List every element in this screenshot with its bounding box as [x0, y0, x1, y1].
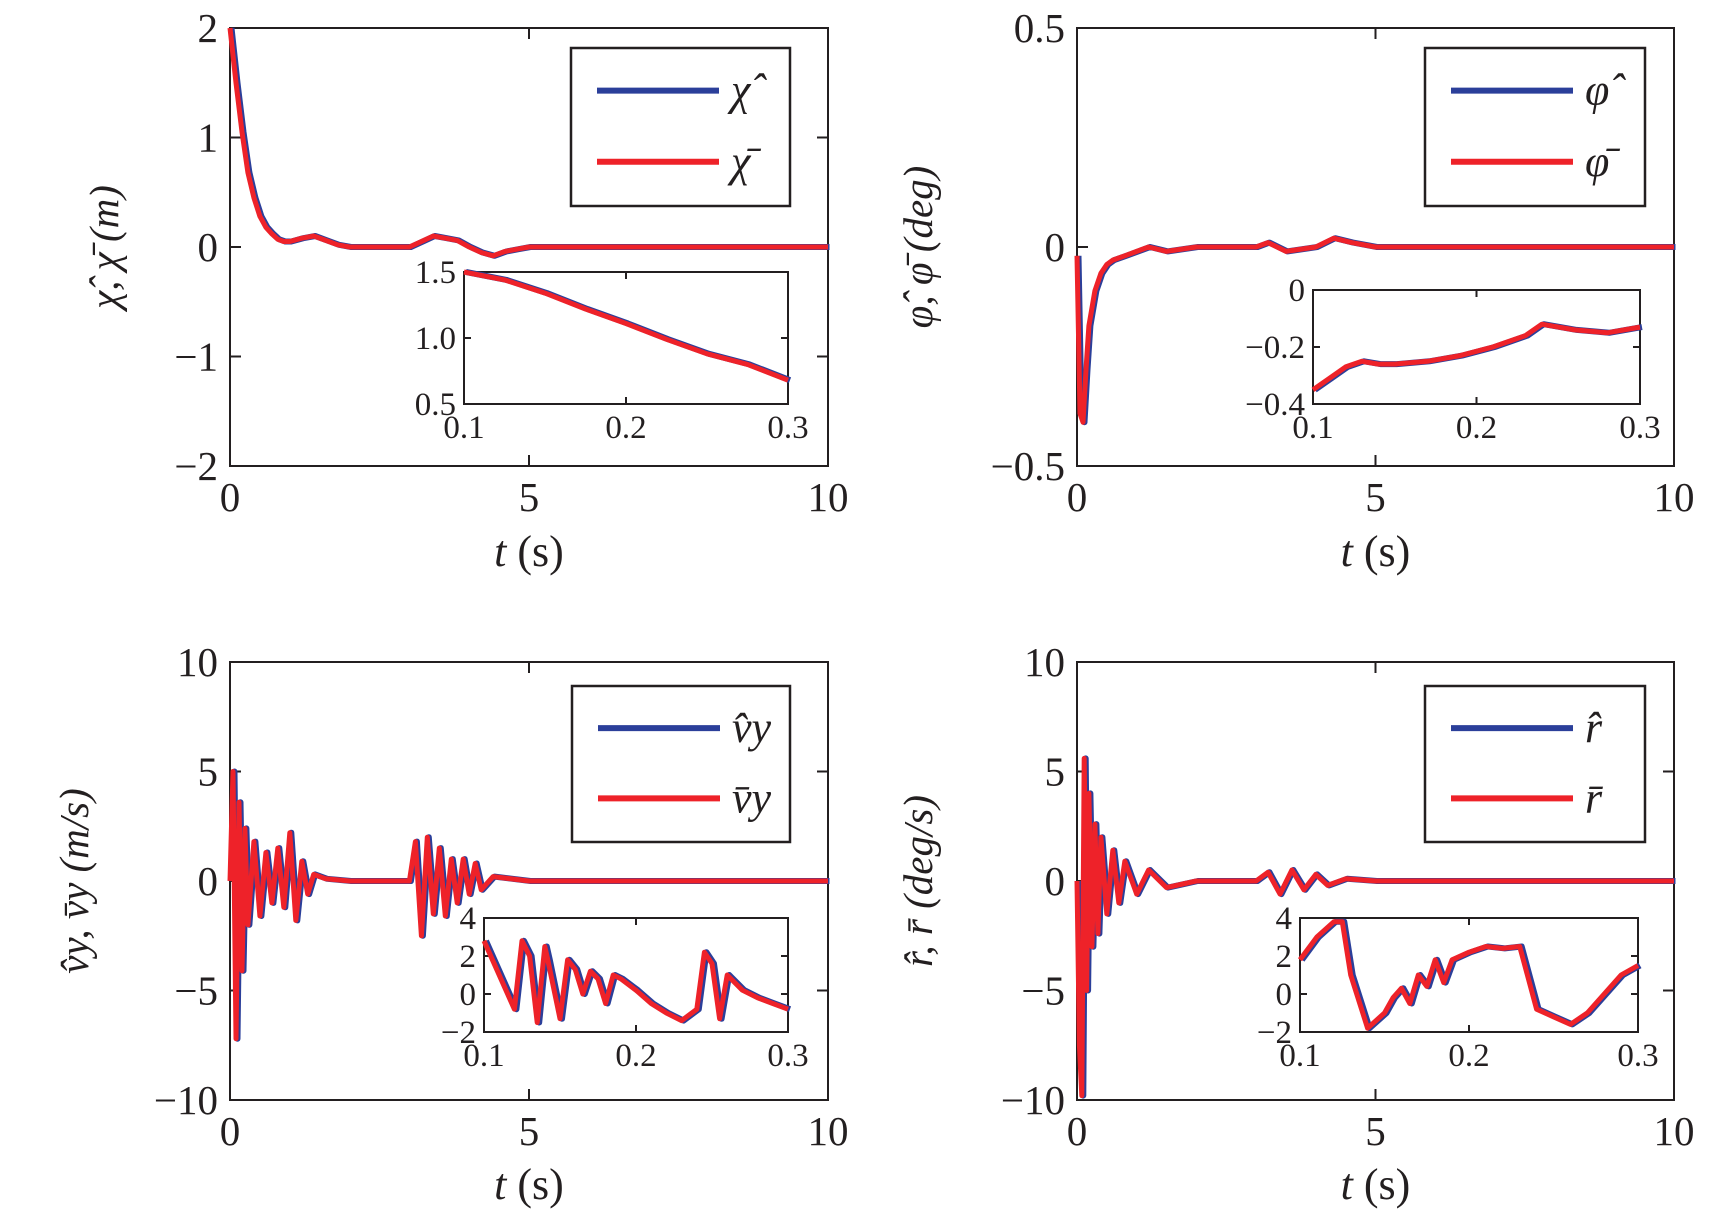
inset-y-tick-label: −2 [1257, 1015, 1292, 1051]
y-axis-label: v̂y, v̄y (m/s) [51, 788, 97, 974]
x-axis-unit: (s) [1353, 527, 1410, 576]
x-axis-unit: (s) [506, 1160, 563, 1209]
inset-x-tick-label: 0.2 [1456, 410, 1497, 446]
inset-y-tick-label: 1.5 [415, 255, 456, 291]
x-axis-unit: (s) [1353, 1160, 1410, 1209]
x-tick-label: 0 [1067, 474, 1088, 520]
inset-line-reference [481, 938, 789, 1025]
inset-y-tick-label: 0 [460, 977, 477, 1013]
y-tick-label: 10 [177, 639, 218, 685]
x-tick-label: 10 [1654, 1108, 1695, 1154]
y-tick-label: −2 [174, 443, 218, 489]
inset-x-tick-label: 0.1 [463, 1038, 504, 1074]
inset-x-tick-label: 0.1 [443, 410, 484, 446]
x-tick-label: 5 [519, 1108, 540, 1154]
inset-y-tick-label: −0.2 [1245, 330, 1305, 366]
panel-phi: 0 5 10−0.500.5φ̂φ̄0.1 0.2 0.3−0.4−0.20t (s)φ… [895, 5, 1695, 576]
x-axis-label: t (s) [494, 1160, 564, 1209]
inset-line-reference [1297, 919, 1640, 1031]
legend-box [1423, 46, 1647, 208]
inset-y-tick-label: 0 [1276, 977, 1293, 1013]
x-axis-var: t [494, 527, 508, 576]
inset-frame [1312, 289, 1641, 405]
series-line-reference [227, 769, 828, 1042]
inset-frame [463, 271, 789, 405]
inset-y-tick-label: −0.4 [1245, 387, 1305, 423]
y-tick-label: −10 [154, 1077, 218, 1123]
y-tick-label: 2 [198, 5, 219, 51]
x-tick-label: 10 [808, 1108, 849, 1154]
inset-x-tick-label: 0.2 [1448, 1038, 1489, 1074]
x-tick-label: 10 [808, 474, 849, 520]
x-axis-var: t [494, 1160, 508, 1209]
legend-box [1423, 684, 1647, 844]
x-axis-var: t [1341, 1160, 1355, 1209]
y-tick-label: 10 [1024, 639, 1065, 685]
series-line-reference [227, 27, 828, 259]
legend-box [570, 684, 792, 844]
y-axis-label: φ̂, φ̄ (deg) [895, 166, 941, 329]
inset-y-tick-label: 2 [460, 939, 477, 975]
y-tick-label: 0 [1045, 858, 1066, 904]
x-tick-label: 0 [220, 1108, 241, 1154]
y-tick-label: −1 [174, 334, 218, 380]
y-tick-label: 0 [1045, 224, 1066, 270]
x-tick-label: 5 [1365, 1108, 1386, 1154]
y-tick-label: −0.5 [991, 443, 1065, 489]
legend-box [569, 46, 792, 208]
y-tick-label: −5 [174, 968, 218, 1014]
x-tick-label: 10 [1654, 474, 1695, 520]
inset-frame [1299, 917, 1639, 1033]
inset-line-reference [1311, 321, 1641, 392]
x-axis-label: t (s) [1341, 1160, 1411, 1209]
x-axis-var: t [1341, 527, 1355, 576]
inset-y-tick-label: 2 [1276, 939, 1293, 975]
legend-label: v̂y [732, 703, 772, 752]
x-tick-label: 0 [1067, 1108, 1088, 1154]
y-axis-label: χ̂, χ̄ (m) [81, 185, 127, 313]
legend-label: r̄ [1585, 773, 1603, 822]
inset-x-tick-label: 0.3 [1619, 410, 1660, 446]
legend-label: r̂ [1585, 703, 1603, 752]
y-tick-label: 0.5 [1014, 5, 1065, 51]
inset-y-tick-label: 0.5 [415, 387, 456, 423]
inset-y-tick-label: 1.0 [415, 321, 456, 357]
legend-label: v̄y [732, 773, 772, 822]
inset-x-tick-label: 0.3 [767, 1038, 808, 1074]
inset-x-tick-label: 0.1 [1292, 410, 1333, 446]
x-tick-label: 5 [519, 474, 540, 520]
inset-x-tick-label: 0.2 [615, 1038, 656, 1074]
inset-y-tick-label: −2 [441, 1015, 476, 1051]
inset-line-reference [463, 269, 789, 383]
x-tick-label: 0 [220, 474, 241, 520]
y-tick-label: 1 [198, 115, 219, 161]
y-axis-label: r̂, r̄ (deg/s) [895, 795, 941, 967]
y-tick-label: 5 [1045, 749, 1066, 795]
inset-y-tick-label: 0 [1289, 273, 1306, 309]
y-tick-label: 5 [198, 749, 219, 795]
x-axis-label: t (s) [494, 527, 564, 576]
x-axis-unit: (s) [506, 527, 563, 576]
series-line-reference [1074, 755, 1674, 1099]
x-tick-label: 5 [1365, 474, 1386, 520]
inset-y-tick-label: 4 [1276, 901, 1293, 937]
inset-x-tick-label: 0.1 [1279, 1038, 1320, 1074]
series-line-reference [1074, 235, 1674, 425]
y-tick-label: −5 [1021, 968, 1065, 1014]
y-tick-label: −10 [1001, 1077, 1065, 1123]
x-axis-label: t (s) [1341, 527, 1411, 576]
inset-y-tick-label: 4 [460, 901, 477, 937]
y-tick-label: 0 [198, 224, 219, 270]
inset-x-tick-label: 0.3 [767, 410, 808, 446]
inset-x-tick-label: 0.2 [605, 410, 646, 446]
inset-x-tick-label: 0.3 [1617, 1038, 1658, 1074]
y-tick-label: 0 [198, 858, 219, 904]
